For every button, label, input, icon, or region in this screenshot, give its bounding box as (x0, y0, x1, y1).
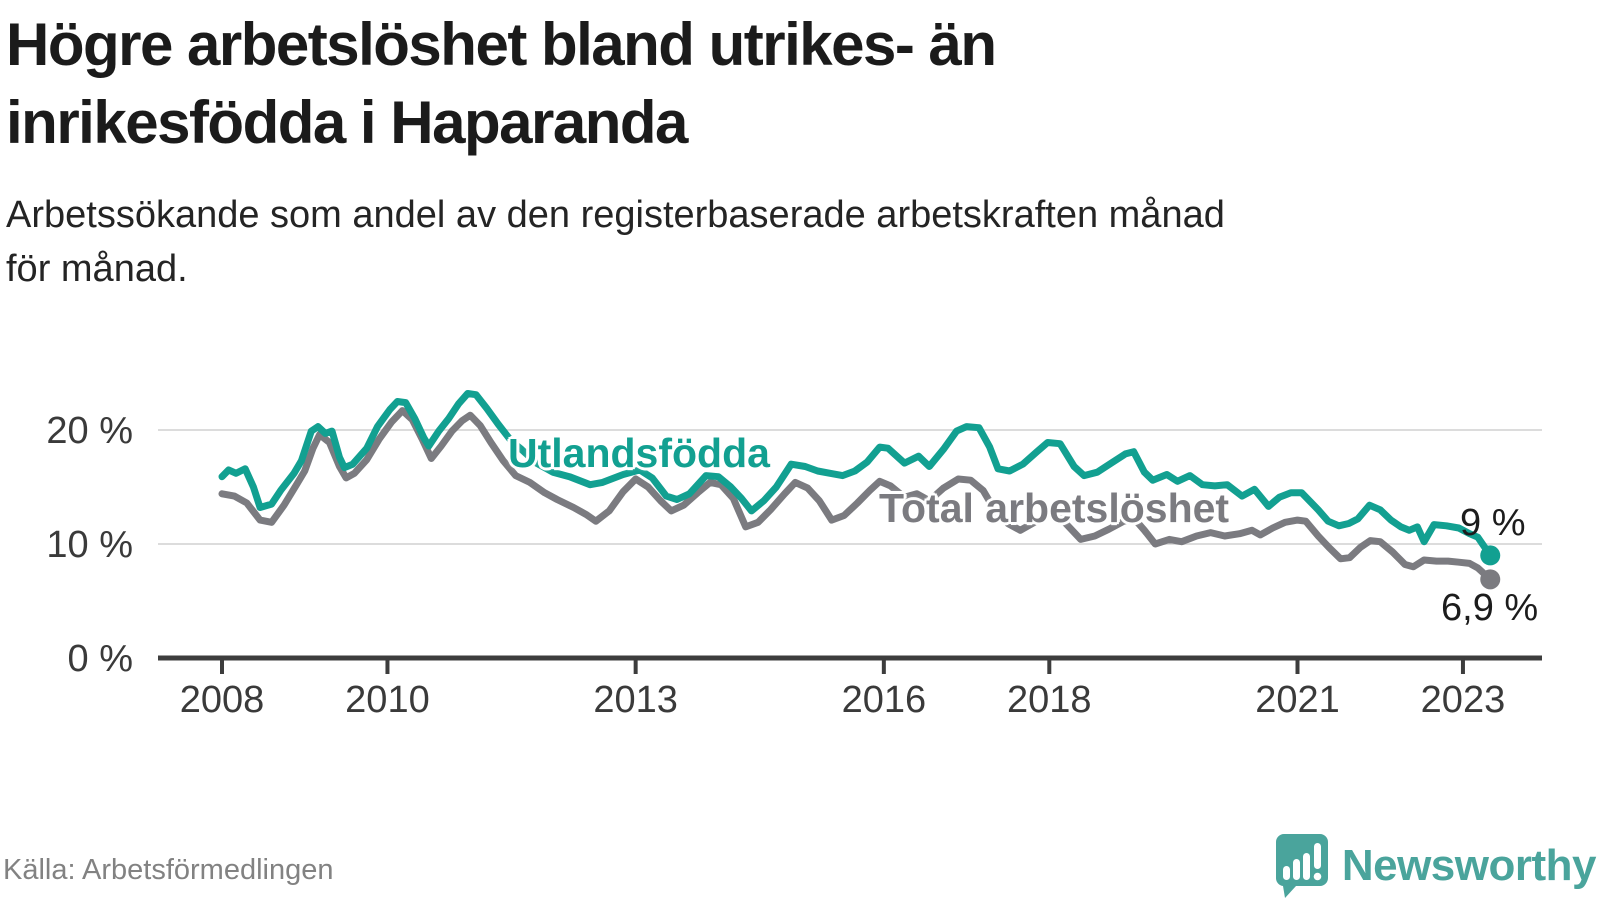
x-tick-label: 2016 (842, 679, 927, 721)
series-end-dot (1480, 569, 1501, 590)
series-end-dot (1480, 545, 1501, 566)
y-tick-label: 10 % (46, 524, 133, 566)
x-tick-label: 2008 (180, 679, 265, 721)
chart-subtitle-line-2: för månad. (6, 248, 188, 290)
x-tick-label: 2018 (1007, 679, 1092, 721)
logo-bar-2 (1292, 859, 1300, 880)
series-line-utlandsf-dda (218, 390, 1494, 559)
y-tick-label: 0 % (68, 638, 133, 680)
logo-exclamation-bar (1313, 843, 1321, 869)
y-tick-label: 20 % (46, 410, 133, 452)
series-label-utlandsfodda: Utlandsfödda (508, 430, 770, 476)
source-attribution: Källa: Arbetsförmedlingen (3, 854, 334, 886)
x-tick-label: 2023 (1421, 679, 1506, 721)
end-value-total-arbetsloshet: 6,9 % (1441, 587, 1539, 629)
logo-bar-1 (1282, 866, 1290, 880)
newsworthy-wordmark: Newsworthy (1341, 841, 1597, 890)
x-tick-label: 2013 (593, 679, 678, 721)
newsworthy-logo-icon (1275, 834, 1328, 898)
page-title-line-2: inrikesfödda i Haparanda (6, 89, 688, 156)
chart-subtitle-line-1: Arbetssökande som andel av den registerb… (6, 194, 1225, 236)
logo-exclamation-dot (1313, 872, 1322, 881)
newsworthy-logo: Newsworthy (1274, 832, 1597, 900)
page-title-line-1: Högre arbetslöshet bland utrikes- än (6, 11, 997, 78)
series-label-total-arbetsloshet: Total arbetslöshet (879, 485, 1230, 531)
chart-subtitle: Arbetssökande som andel av den registerb… (6, 188, 1566, 296)
end-value-utlandsfodda: 9 % (1460, 502, 1526, 544)
title-block: Högre arbetslöshet bland utrikes- än inr… (6, 6, 1406, 162)
x-tick-label: 2010 (345, 679, 430, 721)
x-tick-label: 2021 (1255, 679, 1340, 721)
logo-bar-3 (1302, 853, 1310, 880)
